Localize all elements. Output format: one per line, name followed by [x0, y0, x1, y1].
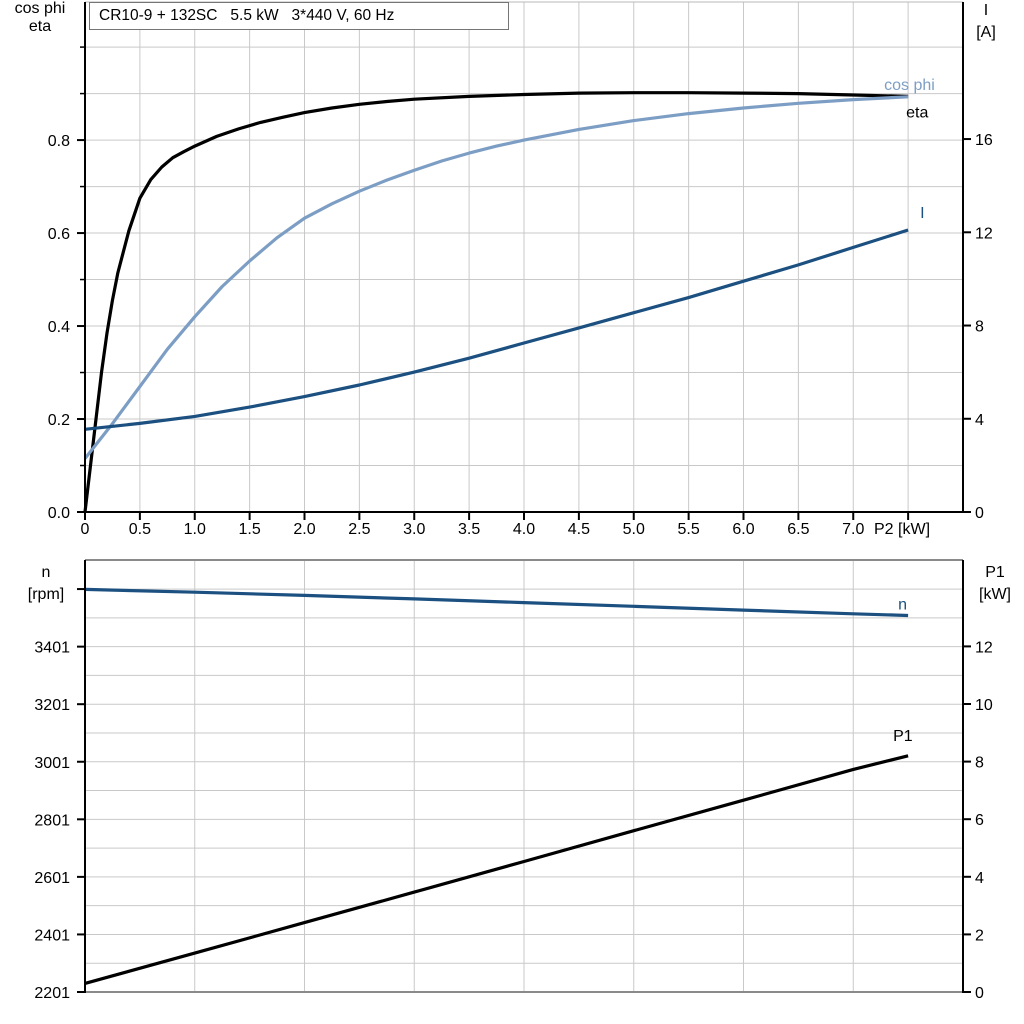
right-tick-label: 0 — [975, 985, 984, 1002]
left-tick-label: 0.0 — [48, 505, 70, 522]
x-tick-label: 7.0 — [842, 521, 864, 538]
cos-phi-curve — [83, 95, 909, 460]
eta-curve-label: eta — [906, 104, 928, 121]
lower-left-axis-title: n [rpm] — [10, 562, 82, 606]
right-tick-label: 6 — [975, 812, 984, 829]
x-tick-label: 0 — [81, 521, 90, 538]
x-tick-label: 2.0 — [293, 521, 315, 538]
x-axis-label: P2 [kW] — [874, 521, 930, 538]
x-tick-label: 4.5 — [568, 521, 590, 538]
x-tick-label: 3.0 — [403, 521, 425, 538]
x-tick-label: 5.5 — [678, 521, 700, 538]
n-curve — [84, 587, 909, 618]
right-tick-label: 12 — [975, 225, 993, 242]
left-tick-label: 0.8 — [48, 133, 70, 150]
upper-right-axis-title: I [A] — [957, 0, 1015, 44]
left-tick-label: 0.4 — [48, 319, 70, 336]
upper-left-axis-title: cos phi eta — [1, 0, 79, 36]
left-tick-label: 2201 — [34, 985, 70, 1002]
left-tick-label: 2401 — [34, 927, 70, 944]
x-tick-label: 5.0 — [623, 521, 645, 538]
x-tick-label: 0.5 — [129, 521, 151, 538]
left-tick-label: 3201 — [34, 697, 70, 714]
upper-left-axis-title-line2: eta — [28, 18, 52, 35]
p1-curve-label: P1 — [893, 728, 913, 745]
x-tick-label: 1.5 — [239, 521, 261, 538]
lower-right-axis-title: P1 [kW] — [962, 562, 1024, 606]
right-tick-label: 2 — [975, 927, 984, 944]
left-tick-label: 2801 — [34, 812, 70, 829]
left-tick-label: 0.2 — [48, 412, 70, 429]
right-tick-label: 0 — [975, 505, 984, 522]
right-tick-label: 4 — [975, 412, 984, 429]
n-curve-label: n — [898, 597, 907, 614]
right-tick-label: 4 — [975, 870, 984, 887]
x-tick-label: 3.5 — [458, 521, 480, 538]
current-curve-label: I — [920, 205, 924, 222]
x-tick-label: 6.5 — [787, 521, 809, 538]
upper-left-axis-title-line1: cos phi — [14, 0, 66, 17]
lower-right-axis-title-line1: P1 — [985, 564, 1005, 581]
lower-right-axis-title-line2: [kW] — [979, 586, 1011, 603]
right-tick-label: 10 — [975, 697, 993, 714]
lower-chart: 2201 2401 2601 2801 3001 3201 3401 0 2 4 6 8 10 12 P1 n — [34, 559, 993, 1002]
left-tick-label: 2601 — [34, 870, 70, 887]
left-tick-label: 3001 — [34, 755, 70, 772]
lower-left-axis-title-line2: [rpm] — [27, 586, 65, 603]
right-tick-label: 8 — [975, 319, 984, 336]
p1-curve — [84, 754, 909, 985]
chart-title-box: CR10-9 + 132SC 5.5 kW 3*440 V, 60 Hz — [89, 2, 509, 30]
right-tick-label: 12 — [975, 639, 993, 656]
x-tick-label: 6.0 — [732, 521, 754, 538]
right-tick-label: 8 — [975, 755, 984, 772]
x-tick-label: 4.0 — [513, 521, 535, 538]
left-tick-label: 3401 — [34, 640, 70, 657]
right-tick-label: 16 — [975, 132, 993, 149]
upper-right-axis-title-line2: [A] — [976, 24, 996, 41]
upper-right-axis-title-line1: I — [983, 2, 989, 19]
x-tick-label: 2.5 — [348, 521, 370, 538]
x-tick-label: 1.0 — [184, 521, 206, 538]
upper-chart: 0 0.5 1.0 1.5 2.0 2.5 3.0 3.5 4.0 4.5 5.0 5.5 6.0 6.5… — [48, 1, 993, 538]
eta-curve — [83, 91, 909, 513]
current-curve — [84, 228, 909, 431]
lower-left-axis-title-line1: n — [41, 564, 51, 581]
cos-phi-curve-label: cos phi — [884, 77, 935, 94]
left-tick-label: 0.6 — [48, 226, 70, 243]
